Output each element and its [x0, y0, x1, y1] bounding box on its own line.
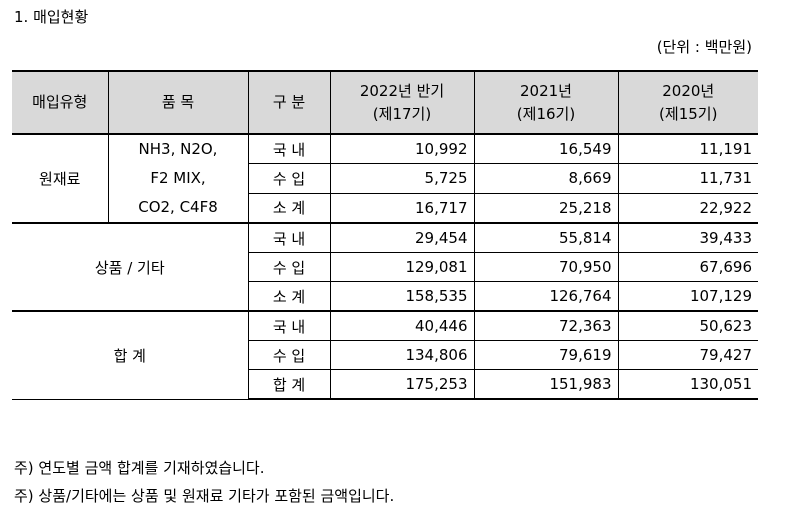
- table-row: 소 계 158,535 126,764 107,129: [12, 281, 758, 312]
- value-2022: 40,446: [329, 310, 475, 341]
- value-2021: 8,669: [473, 163, 619, 194]
- header-2022-term: (제17기): [372, 104, 432, 123]
- row-category: 수 입: [248, 163, 331, 194]
- section-title: 1. 매입현황: [14, 8, 89, 26]
- value-2022: 5,725: [329, 163, 475, 194]
- value-2021: 72,363: [473, 310, 619, 341]
- table-row: 합 계 국 내 40,446 72,363 50,623: [12, 310, 758, 400]
- header-2021: 2021년 (제16기): [473, 70, 619, 135]
- value-2022: 134,806: [329, 340, 475, 370]
- table-row: 수 입 129,081 70,950 67,696: [12, 252, 758, 282]
- item-line: F2 MIX,: [150, 169, 206, 187]
- value-2021: 79,619: [473, 340, 619, 370]
- row-category: 소 계: [248, 192, 331, 224]
- value-2020: 130,051: [617, 369, 758, 400]
- row-category: 수 입: [248, 340, 331, 370]
- purchase-table: 매입유형 품 목 구 분 2022년 반기 (제17기) 2021년 (제16기…: [12, 70, 758, 400]
- header-2022: 2022년 반기 (제17기): [329, 70, 475, 135]
- value-2020: 107,129: [617, 281, 758, 312]
- value-2022: 158,535: [329, 281, 475, 312]
- table-row: 소 계 16,717 25,218 22,922: [12, 192, 758, 224]
- value-2022: 129,081: [329, 252, 475, 282]
- header-category: 구 분: [247, 70, 331, 135]
- row-category: 국 내: [247, 310, 331, 341]
- value-2021: 55,814: [473, 222, 619, 253]
- table-row: 수 입 134,806 79,619 79,427: [12, 340, 758, 370]
- table-row: 상품 / 기타 국 내 29,454 55,814 39,433: [12, 222, 758, 312]
- value-2020: 50,623: [617, 310, 758, 341]
- group-type-total: 합 계: [12, 310, 249, 400]
- footnote: 주) 상품/기타에는 상품 및 원재료 기타가 포함된 금액입니다.: [14, 487, 395, 505]
- value-2022: 16,717: [329, 192, 475, 224]
- header-2021-term: (제16기): [516, 104, 576, 123]
- group-items-raw-materials: NH3, N2O, F2 MIX, CO2, C4F8: [107, 133, 249, 224]
- table-row: 합 계 175,253 151,983 130,051: [12, 369, 758, 400]
- header-item: 품 목: [107, 70, 249, 135]
- row-category: 소 계: [248, 281, 331, 312]
- header-type: 매입유형: [12, 70, 109, 135]
- value-2020: 39,433: [617, 222, 758, 253]
- value-2021: 70,950: [473, 252, 619, 282]
- group-type-raw-materials: 원재료: [12, 133, 109, 224]
- value-2021: 126,764: [473, 281, 619, 312]
- row-category: 합 계: [248, 369, 331, 400]
- header-2021-year: 2021년: [520, 81, 572, 100]
- value-2022: 29,454: [329, 222, 475, 253]
- header-2020: 2020년 (제15기): [617, 70, 758, 135]
- footnote: 주) 연도별 금액 합계를 기재하였습니다.: [14, 459, 265, 477]
- value-2020: 11,191: [617, 133, 758, 165]
- group-type-goods-other: 상품 / 기타: [12, 222, 249, 312]
- header-2020-term: (제15기): [659, 104, 718, 123]
- row-category: 수 입: [248, 252, 331, 282]
- value-2020: 79,427: [617, 340, 758, 370]
- value-2021: 25,218: [473, 192, 619, 224]
- header-2022-year: 2022년 반기: [359, 81, 445, 100]
- unit-label: (단위 : 백만원): [656, 38, 752, 56]
- value-2022: 10,992: [329, 133, 475, 165]
- header-2020-year: 2020년: [662, 81, 715, 100]
- row-category: 국 내: [247, 222, 331, 253]
- value-2021: 16,549: [473, 133, 619, 165]
- value-2022: 175,253: [329, 369, 475, 400]
- value-2020: 67,696: [617, 252, 758, 282]
- row-category: 국 내: [247, 133, 331, 165]
- value-2020: 11,731: [617, 163, 758, 194]
- item-line: NH3, N2O,: [138, 140, 218, 158]
- table-row: 수 입 5,725 8,669 11,731: [12, 163, 758, 194]
- item-line: CO2, C4F8: [138, 198, 218, 216]
- value-2020: 22,922: [617, 192, 758, 224]
- table-row: 원재료 NH3, N2O, F2 MIX, CO2, C4F8 국 내 10,9…: [12, 133, 758, 224]
- value-2021: 151,983: [473, 369, 619, 400]
- table-header-row: 매입유형 품 목 구 분 2022년 반기 (제17기) 2021년 (제16기…: [12, 70, 758, 135]
